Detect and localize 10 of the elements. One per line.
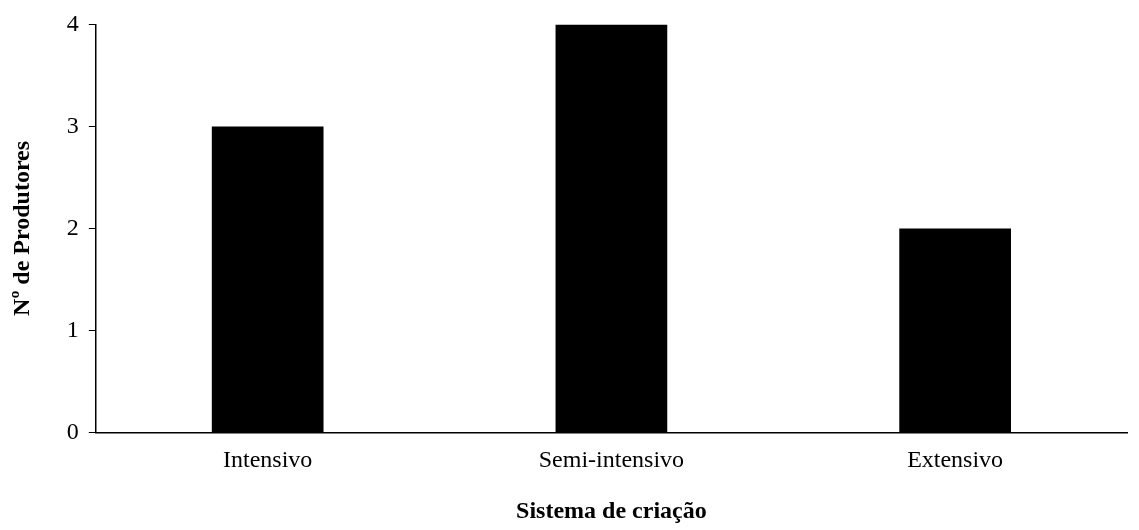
- x-axis-title: Sistema de criação: [516, 496, 707, 523]
- x-tick-label: Extensivo: [907, 446, 1004, 473]
- y-tick-label: 1: [66, 315, 79, 342]
- x-tick-label: Semi-intensivo: [538, 446, 685, 473]
- y-tick-label: 4: [66, 9, 79, 36]
- x-tick-label: Intensivo: [223, 446, 313, 473]
- y-axis-title: Nº de Produtores: [7, 140, 34, 316]
- y-tick-label: 3: [66, 111, 79, 138]
- y-tick-label: 2: [66, 213, 79, 240]
- y-tick-label: 0: [66, 417, 79, 444]
